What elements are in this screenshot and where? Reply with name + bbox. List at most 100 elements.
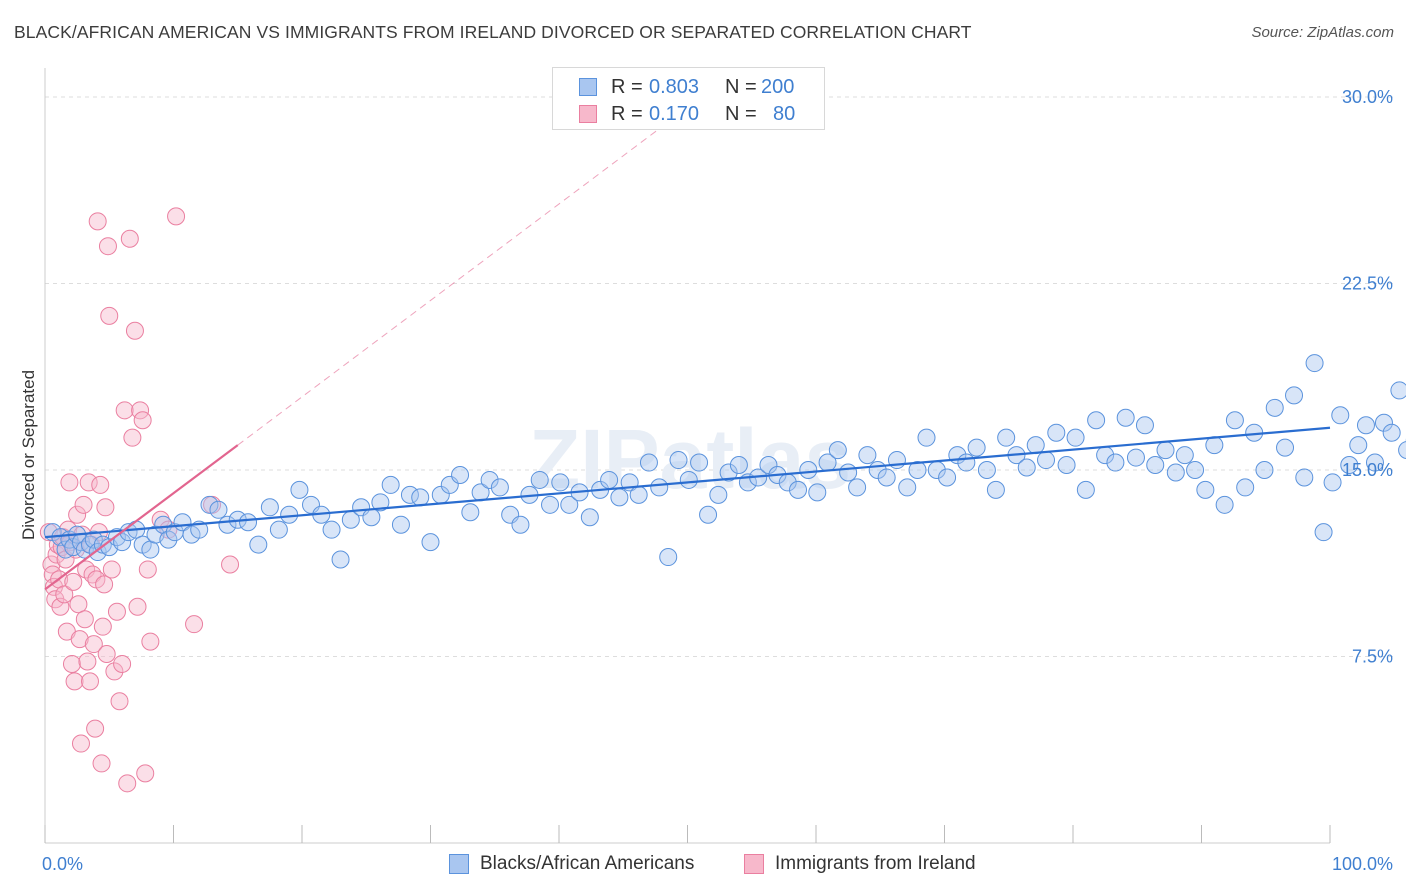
ireland-point [120,229,139,248]
legend-n-value: 80 [773,103,796,125]
ireland-point [42,555,61,574]
bottom-legend-label-pink: Immigrants from Ireland [775,853,976,874]
black-point [1146,456,1165,475]
legend-swatch-pink [579,105,597,123]
ireland-point [133,411,152,430]
black-point [650,478,669,497]
black-point [1390,381,1406,400]
black-point [1066,428,1085,447]
black-point [1166,463,1185,482]
black-point [789,480,808,499]
black-point [1135,416,1154,435]
axes [44,68,1331,844]
black-point [828,441,847,460]
black-point [200,495,219,514]
black-point [1356,416,1375,435]
black-point [1323,473,1342,492]
black-point [391,515,410,534]
black-point [1047,423,1066,442]
black-point [1106,453,1125,472]
black-point [898,478,917,497]
ireland-point [98,237,117,256]
black-point [421,533,440,552]
black-point [1305,354,1324,373]
black-point [877,468,896,487]
black-point [1087,411,1106,430]
black-point [709,485,728,504]
black-point [490,478,509,497]
black-point [1349,436,1368,455]
ireland-point [88,212,107,231]
x-tick-label: 100.0% [1332,854,1393,874]
legend-r-label: R = [611,76,643,98]
ireland-point [102,560,121,579]
black-point [371,493,390,512]
ireland-point [128,597,147,616]
ireland-point [167,207,186,226]
ireland-point [136,764,155,783]
bottom-legend-swatch-blue [449,854,469,874]
ireland-point [110,692,129,711]
ireland-point [71,734,90,753]
black-point [159,530,178,549]
y-tick-label: 15.0% [1342,460,1393,480]
black-point [290,480,309,499]
ireland-point [123,428,142,447]
black-point [610,488,629,507]
black-point [239,513,258,532]
ireland-point [97,645,116,664]
black-point [461,503,480,522]
black-point [322,520,341,539]
legend-r-value: 0.803 [649,76,700,98]
ireland-point [100,306,119,325]
ireland-point [70,630,89,649]
black-point [1057,456,1076,475]
ireland-point [107,602,126,621]
ireland-point [96,498,115,517]
black-point [411,488,430,507]
black-point [719,463,738,482]
ireland-trend-extension [237,126,663,446]
black-point [560,495,579,514]
black-point [1314,523,1333,542]
ireland-point [118,774,137,793]
black-point [639,453,658,472]
black-point [1126,448,1145,467]
black-point [1382,423,1401,442]
black-point [908,461,927,479]
ireland-point [115,401,134,420]
trend-lines [44,126,1331,591]
black-point [957,453,976,472]
ireland-point [75,610,94,629]
black-point [260,498,279,517]
legend-n-label: N = [725,103,757,125]
black-point [530,470,549,489]
black-point [400,485,419,504]
ireland-point [78,652,97,671]
y-tick-label: 22.5% [1342,274,1393,294]
series-black-points [43,354,1406,569]
black-point [690,453,709,472]
black-point [113,533,132,552]
black-point [1026,436,1045,455]
legend-r-value: 0.170 [649,103,700,125]
ireland-point [125,321,144,340]
black-point [1156,441,1175,460]
black-point [858,446,877,465]
black-point [729,456,748,475]
black-point [1236,478,1255,497]
black-point [848,478,867,497]
black-point [967,438,986,457]
black-point [1215,495,1234,514]
ireland-point [74,495,93,514]
bottom-legend-label-blue: Blacks/African Americans [480,853,695,874]
black-point [759,456,778,475]
black-point [1285,386,1304,405]
black-point [1265,398,1284,417]
black-point [938,468,957,487]
ireland-point [68,505,87,524]
ireland-point [141,632,160,651]
black-point [381,475,400,494]
source-credit: Source: ZipAtlas.com [1251,24,1394,41]
